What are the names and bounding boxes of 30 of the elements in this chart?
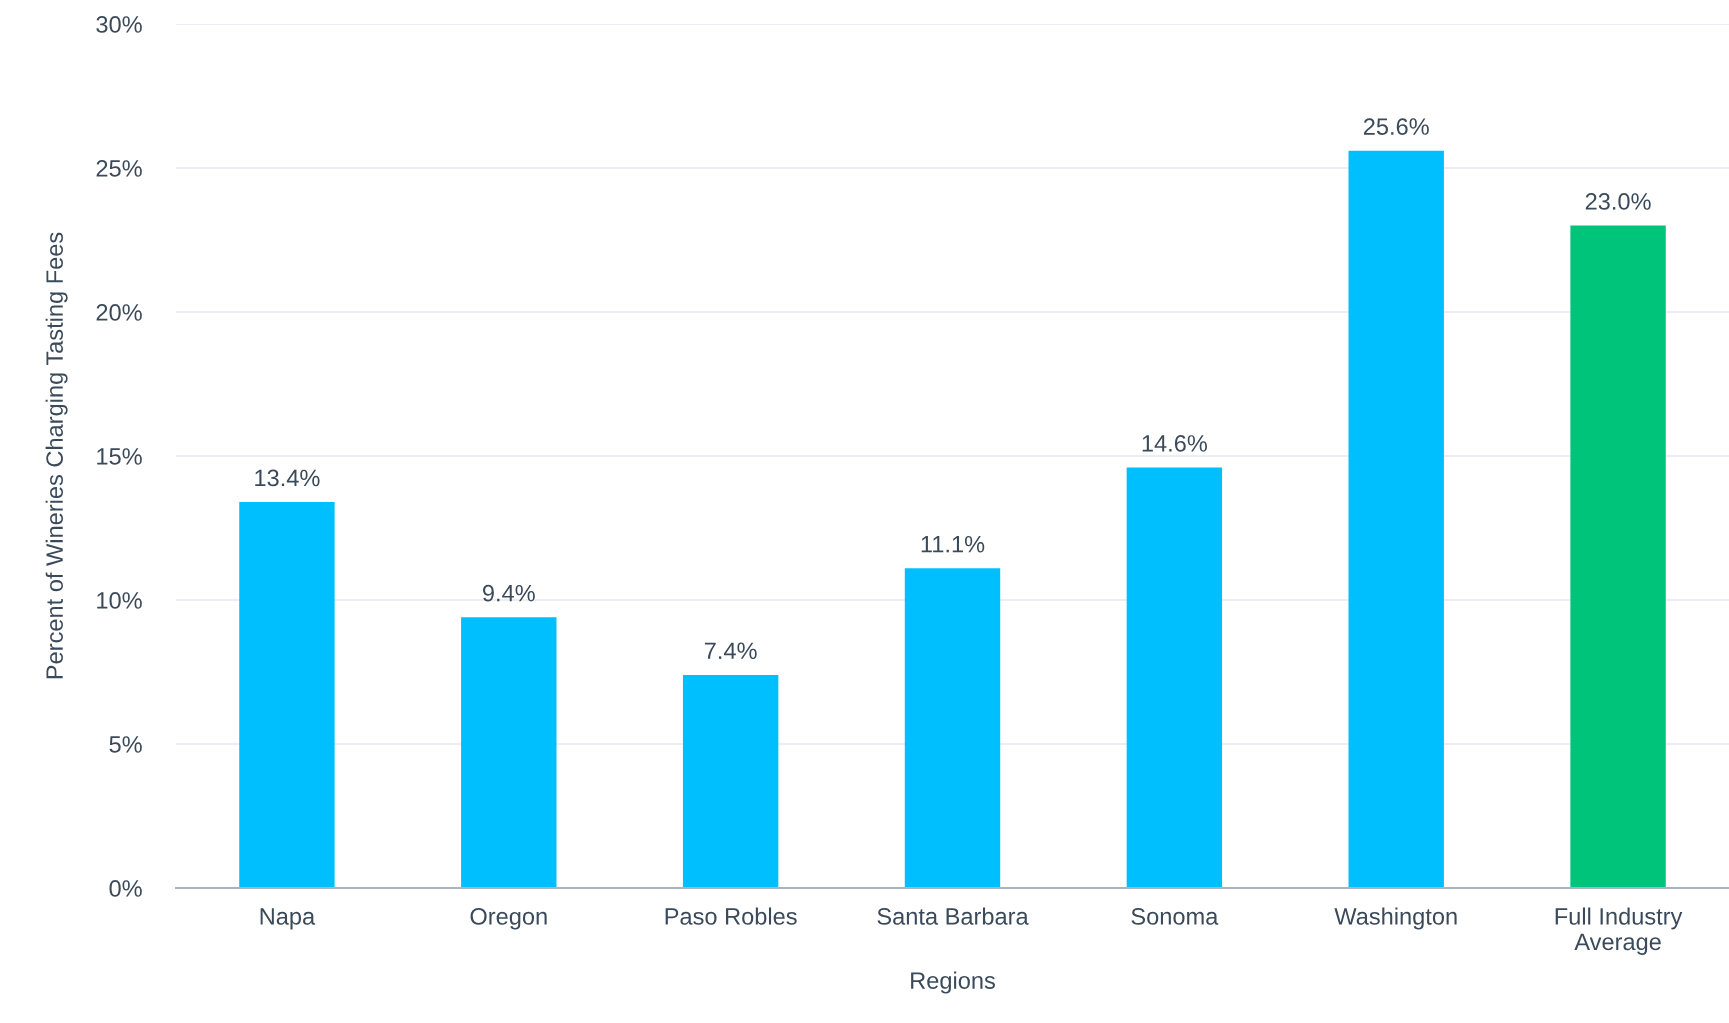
data-label: 7.4% [704, 642, 757, 660]
data-label: 9.4% [482, 584, 535, 602]
y-axis-title: Percent of Wineries Charging Tasting Fees [45, 232, 68, 679]
y-tick-label: 25% [96, 160, 142, 177]
y-tick-label: 15% [97, 448, 142, 465]
bar [1348, 150, 1444, 888]
y-tick-label: 0% [109, 880, 142, 897]
y-tick-label: 5% [109, 736, 142, 753]
bar [904, 568, 1001, 888]
x-tick-label: Sonoma [1131, 908, 1219, 925]
x-tick-label: Oregon [470, 908, 547, 930]
data-label: 14.6% [1142, 435, 1207, 452]
y-tick-label: 20% [96, 304, 142, 321]
data-label: 25.6% [1363, 118, 1429, 135]
data-label: 13.4% [255, 469, 320, 487]
x-axis-title: Regions [911, 971, 995, 994]
x-tick-label: Washington [1334, 907, 1457, 930]
data-label: 11.1% [921, 535, 985, 553]
x-tick-label: Full Industry Average [1555, 907, 1683, 955]
data-label: 23.0% [1585, 193, 1651, 210]
bar [682, 674, 779, 888]
x-tick-label: Paso Robles [665, 907, 797, 925]
bar [239, 502, 335, 888]
bar [461, 617, 557, 888]
y-tick-label: 10% [97, 592, 142, 609]
x-tick-label: Napa [260, 908, 316, 930]
x-tick-label: Santa Barbara [877, 907, 1029, 925]
bar [1570, 225, 1666, 888]
y-tick-label: 30% [96, 16, 142, 33]
bar [1126, 467, 1223, 888]
